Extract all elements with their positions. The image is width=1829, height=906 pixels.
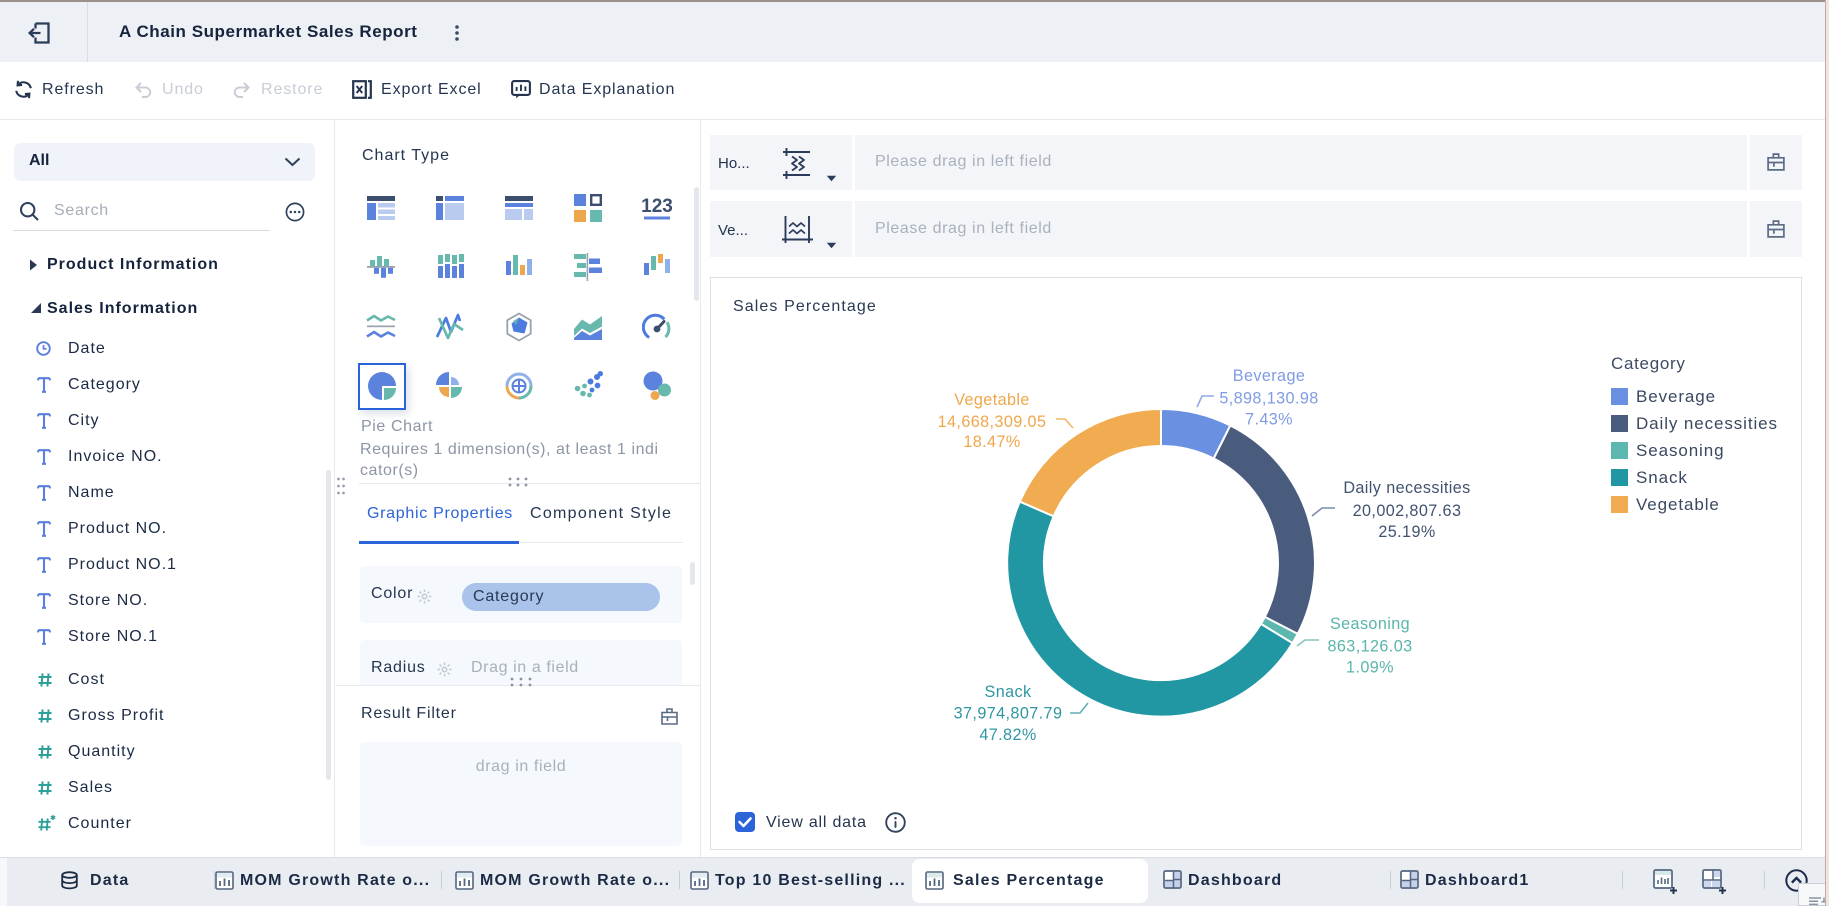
svg-text:Beverage: Beverage [1233, 367, 1306, 385]
svg-text:5,898,130.98: 5,898,130.98 [1219, 390, 1318, 408]
svg-text:863,126.03: 863,126.03 [1327, 638, 1412, 656]
svg-text:1.09%: 1.09% [1346, 659, 1394, 677]
svg-text:47.82%: 47.82% [979, 726, 1036, 744]
svg-text:37,974,807.79: 37,974,807.79 [954, 705, 1063, 723]
svg-text:Snack: Snack [985, 683, 1032, 701]
svg-text:Daily necessities: Daily necessities [1636, 414, 1778, 433]
svg-text:Vegetable: Vegetable [1636, 495, 1720, 514]
svg-text:Snack: Snack [1636, 468, 1688, 487]
svg-text:7.43%: 7.43% [1245, 411, 1293, 429]
svg-text:18.47%: 18.47% [963, 433, 1020, 451]
svg-text:Vegetable: Vegetable [954, 391, 1030, 409]
svg-text:123: 123 [642, 196, 672, 217]
svg-text:25.19%: 25.19% [1378, 523, 1435, 541]
svg-text:Beverage: Beverage [1636, 387, 1716, 406]
svg-text:Daily necessities: Daily necessities [1343, 479, 1470, 497]
svg-text:20,002,807.63: 20,002,807.63 [1353, 502, 1462, 520]
svg-text:14,668,309.05: 14,668,309.05 [938, 413, 1047, 431]
svg-text:Seasoning: Seasoning [1330, 615, 1410, 633]
svg-text:Category: Category [1611, 354, 1686, 373]
svg-text:Seasoning: Seasoning [1636, 441, 1724, 460]
